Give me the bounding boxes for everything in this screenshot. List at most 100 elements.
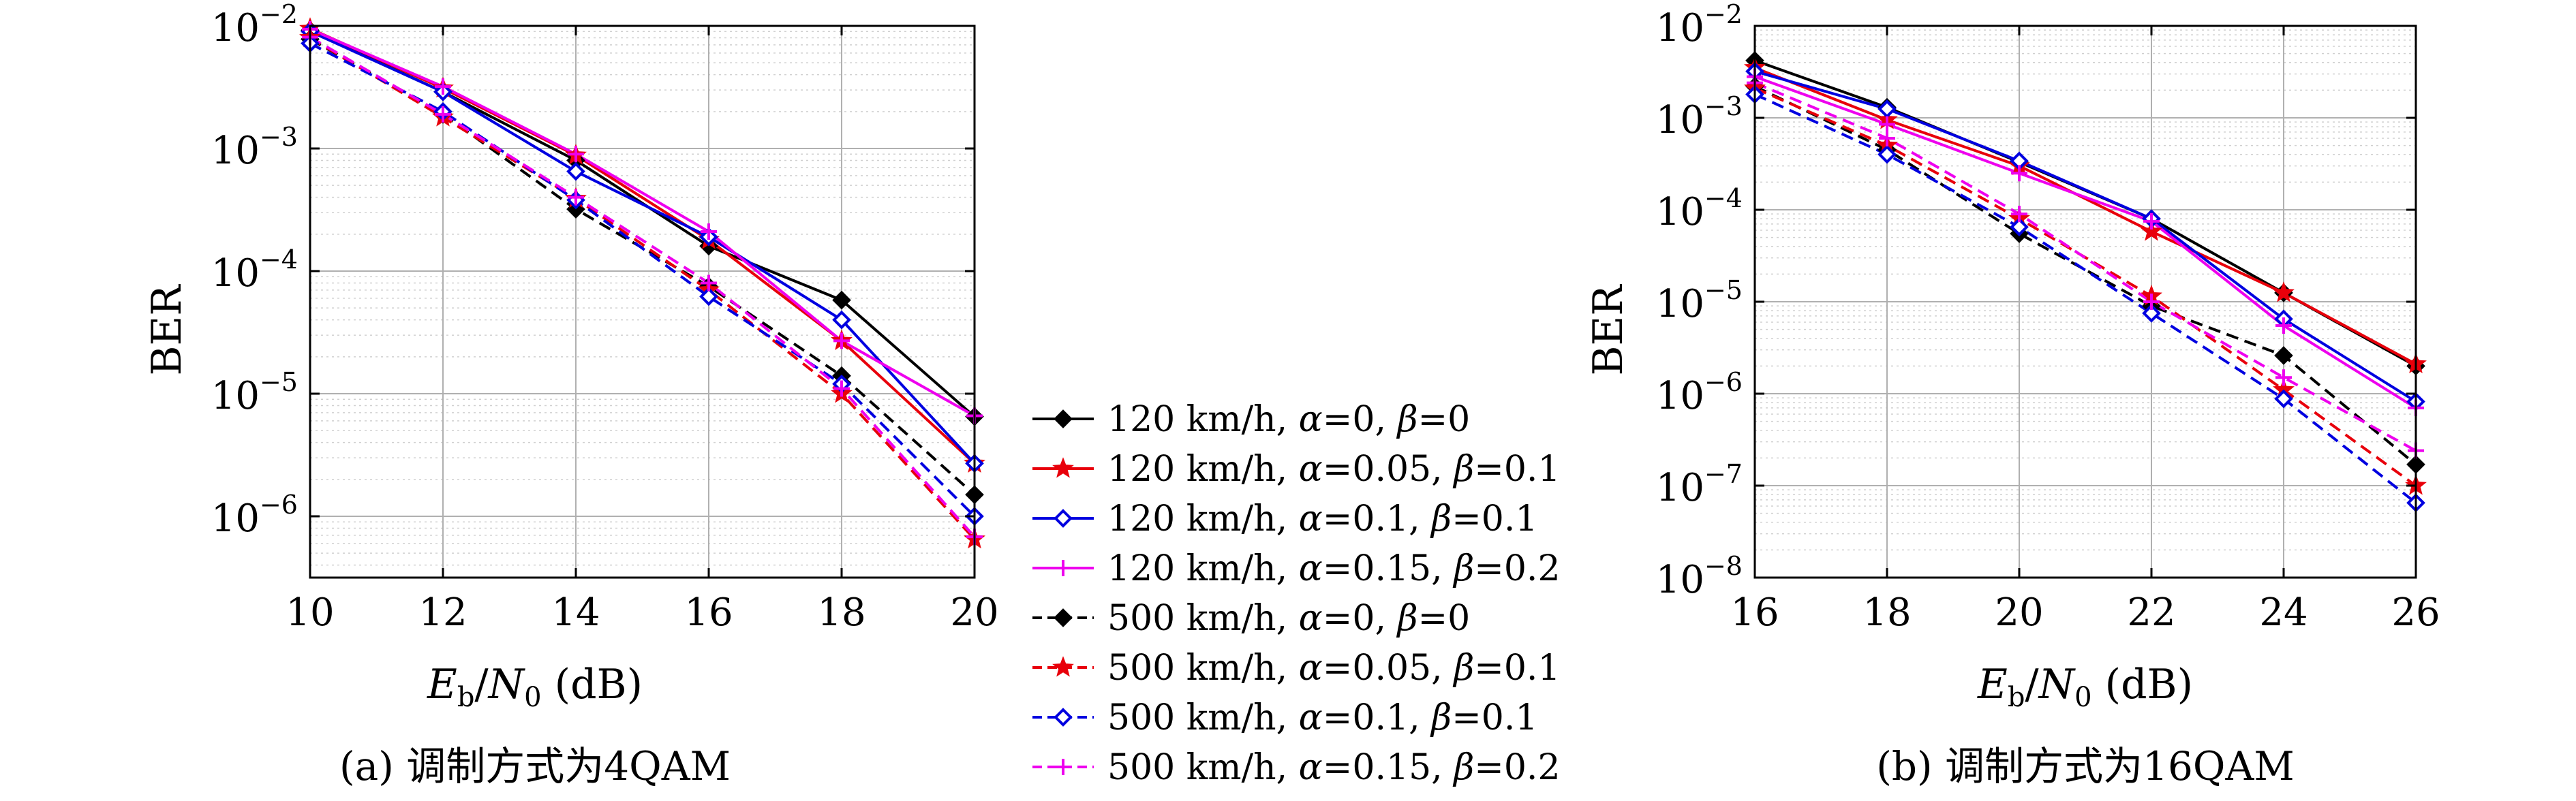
x-axis-label: Eb/N0 (dB) <box>427 661 643 713</box>
data-point <box>2010 217 2029 237</box>
legend-marker <box>1052 656 1074 677</box>
legend-item: 120 km/h, α=0, β=0 <box>1032 399 1470 440</box>
legend-item: 500 km/h, α=0.1, β=0.1 <box>1032 697 1537 738</box>
y-tick-label: 10−3 <box>1656 91 1743 142</box>
legend-item: 120 km/h, α=0.05, β=0.1 <box>1032 449 1561 490</box>
chart-panel-4qam: 10 12 14 16 18 20 10−6 10−5 10−4 10−3 10−2 BER Eb/… <box>143 0 999 789</box>
x-tick-label: 24 <box>2259 591 2307 635</box>
data-point <box>2011 206 2027 223</box>
legend-label: 120 km/h, α=0.05, β=0.1 <box>1107 449 1561 490</box>
series-line <box>309 30 976 465</box>
x-tick-label: 20 <box>1995 591 2043 635</box>
data-point <box>2274 389 2293 409</box>
plot-frame <box>309 25 976 579</box>
caption-16qam: (b) 调制方式为16QAM <box>1876 743 2294 789</box>
x-tick-label: 16 <box>1730 591 1779 635</box>
series-lines <box>1754 59 2417 504</box>
series-line <box>309 35 976 538</box>
data-point <box>2142 304 2161 323</box>
x-tick-label: 10 <box>286 591 334 635</box>
series-line <box>1754 66 2417 366</box>
x-tick-label: 22 <box>2127 591 2175 635</box>
x-tick-label: 14 <box>551 591 600 635</box>
legend-label: 500 km/h, α=0.1, β=0.1 <box>1107 697 1537 738</box>
y-tick-label: 10−3 <box>211 122 298 173</box>
legend-label: 120 km/h, α=0.1, β=0.1 <box>1107 499 1537 539</box>
x-tick-label: 16 <box>684 591 733 635</box>
data-point <box>2273 281 2295 302</box>
series-line <box>309 27 975 418</box>
data-point <box>435 106 451 123</box>
chart-panel-16qam: 16 18 20 22 24 26 10−8 10−7 10−6 10−5 10−4 10−3 10−2… <box>1584 0 2440 789</box>
series-markers <box>1744 51 2427 513</box>
x-tick-label: 12 <box>418 591 467 635</box>
legend-marker <box>1054 708 1073 727</box>
data-point <box>833 380 850 397</box>
data-point <box>1879 116 1895 133</box>
legend-item: 120 km/h, α=0.15, β=0.2 <box>1032 548 1561 589</box>
data-point <box>2275 369 2292 386</box>
data-point <box>699 287 718 307</box>
x-tick-label: 20 <box>950 591 998 635</box>
legend-marker <box>1055 759 1071 775</box>
legend-item: 500 km/h, α=0.05, β=0.1 <box>1032 648 1561 689</box>
legend-marker <box>1054 409 1073 428</box>
legend-item: 500 km/h, α=0, β=0 <box>1032 598 1470 639</box>
series-line <box>1754 81 2417 452</box>
series-line <box>309 42 976 518</box>
legend-marker <box>1054 509 1073 528</box>
data-point <box>832 310 851 330</box>
x-axis-label: Eb/N0 (dB) <box>1977 661 2193 713</box>
series-line <box>1754 87 2417 487</box>
y-tick-label: 10−5 <box>1656 275 1743 326</box>
y-tick-label: 10−6 <box>211 490 298 541</box>
data-point <box>2275 317 2292 334</box>
legend-label: 120 km/h, α=0.15, β=0.2 <box>1107 548 1561 589</box>
tick-labels: 16 18 20 22 24 26 10−8 10−7 10−6 10−5 10−4 10−3 10−2 <box>1656 0 2440 635</box>
series-lines <box>309 27 976 541</box>
y-axis-label: BER <box>1584 284 1632 376</box>
data-point <box>568 146 584 163</box>
data-point <box>2274 346 2293 365</box>
grid <box>309 25 975 578</box>
y-tick-label: 10−5 <box>211 367 298 418</box>
legend-label: 120 km/h, α=0, β=0 <box>1107 399 1470 440</box>
data-point <box>833 332 850 349</box>
grid <box>1754 25 2417 578</box>
y-tick-label: 10−2 <box>211 0 298 50</box>
x-tick-label: 26 <box>2391 591 2440 635</box>
y-tick-label: 10−6 <box>1656 367 1743 418</box>
legend: 120 km/h, α=0, β=0 120 km/h, α=0.05, β=0.… <box>1032 399 1561 788</box>
x-tick-label: 18 <box>817 591 865 635</box>
data-point <box>2143 213 2160 230</box>
axes-frame <box>309 25 976 579</box>
legend-label: 500 km/h, α=0.05, β=0.1 <box>1107 648 1561 689</box>
legend-item: 500 km/h, α=0.15, β=0.2 <box>1032 747 1561 788</box>
series-line <box>1754 84 2417 466</box>
data-point <box>701 223 717 240</box>
data-point <box>2011 165 2027 182</box>
data-point <box>2143 294 2160 310</box>
y-tick-label: 10−2 <box>1656 0 1743 50</box>
y-tick-label: 10−7 <box>1656 459 1743 510</box>
data-point <box>568 189 584 206</box>
legend-marker <box>1054 608 1073 627</box>
axes-frame <box>1753 25 2417 579</box>
series-line <box>1754 93 2417 504</box>
data-point <box>566 161 585 181</box>
data-point <box>1879 129 1895 146</box>
y-tick-label: 10−4 <box>1656 183 1743 234</box>
caption-4qam: (a) 调制方式为4QAM <box>339 743 731 789</box>
tick-labels: 10 12 14 16 18 20 10−6 10−5 10−4 10−3 10−2 <box>211 0 999 635</box>
x-tick-label: 18 <box>1862 591 1911 635</box>
legend-label: 500 km/h, α=0.15, β=0.2 <box>1107 747 1561 788</box>
series-line <box>1754 69 2417 403</box>
series-line <box>1754 75 2417 409</box>
data-point <box>832 290 851 310</box>
data-point <box>701 274 717 292</box>
data-point <box>1877 144 1897 164</box>
legend-marker <box>1055 560 1071 576</box>
y-tick-label: 10−8 <box>1656 551 1743 602</box>
series-line <box>309 36 976 541</box>
